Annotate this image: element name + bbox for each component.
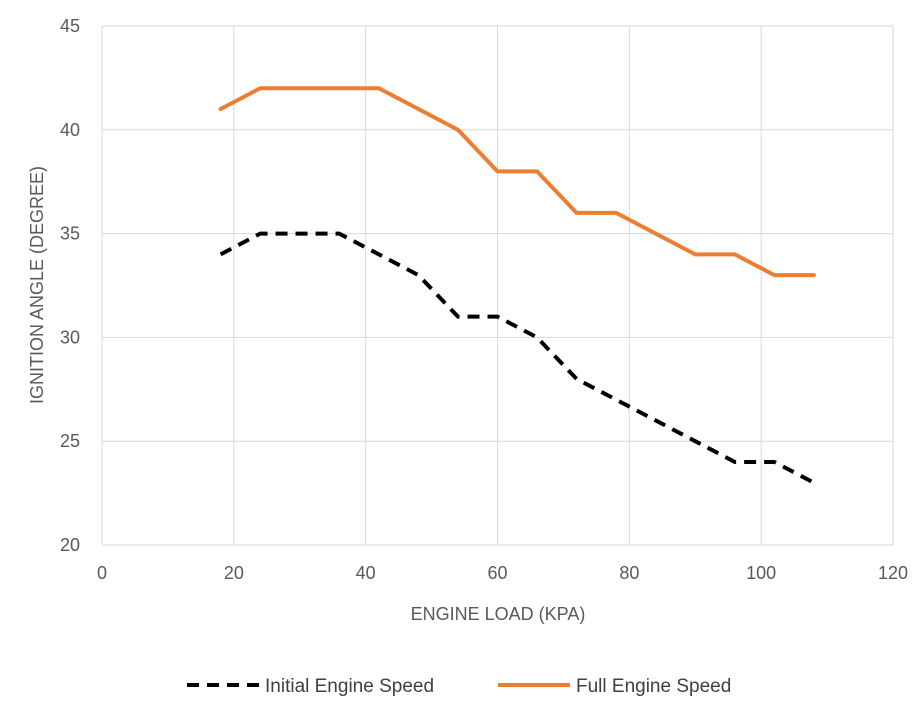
x-tick-label: 60 [487, 563, 507, 583]
legend-entry-initial-engine-speed: Initial Engine Speed [187, 676, 434, 697]
legend-label: Full Engine Speed [576, 676, 731, 697]
legend: Initial Engine Speed Full Engine Speed [187, 676, 731, 697]
y-tick-label: 20 [60, 535, 80, 555]
x-tick-label: 100 [746, 563, 776, 583]
x-tick-label: 40 [356, 563, 376, 583]
axes: 0 20 40 60 80 100 120 20 25 30 35 40 45 [60, 16, 908, 583]
legend-entry-full-engine-speed: Full Engine Speed [498, 676, 731, 697]
x-tick-label: 80 [619, 563, 639, 583]
y-tick-label: 35 [60, 224, 80, 244]
y-tick-label: 40 [60, 120, 80, 140]
x-tick-label: 120 [878, 563, 908, 583]
grid-lines [101, 25, 894, 546]
x-tick-label: 20 [224, 563, 244, 583]
y-tick-label: 25 [60, 431, 80, 451]
x-axis-title: ENGINE LOAD (KPA) [411, 604, 586, 624]
x-tick-label: 0 [97, 563, 107, 583]
series-lines [218, 86, 816, 485]
legend-label: Initial Engine Speed [265, 676, 434, 697]
series-line-full-engine-speed [218, 86, 816, 278]
y-axis-title: IGNITION ANGLE (DEGREE) [27, 166, 47, 404]
y-tick-label: 30 [60, 327, 80, 347]
y-tick-label: 45 [60, 16, 80, 36]
series-line-initial-engine-speed [219, 231, 815, 485]
